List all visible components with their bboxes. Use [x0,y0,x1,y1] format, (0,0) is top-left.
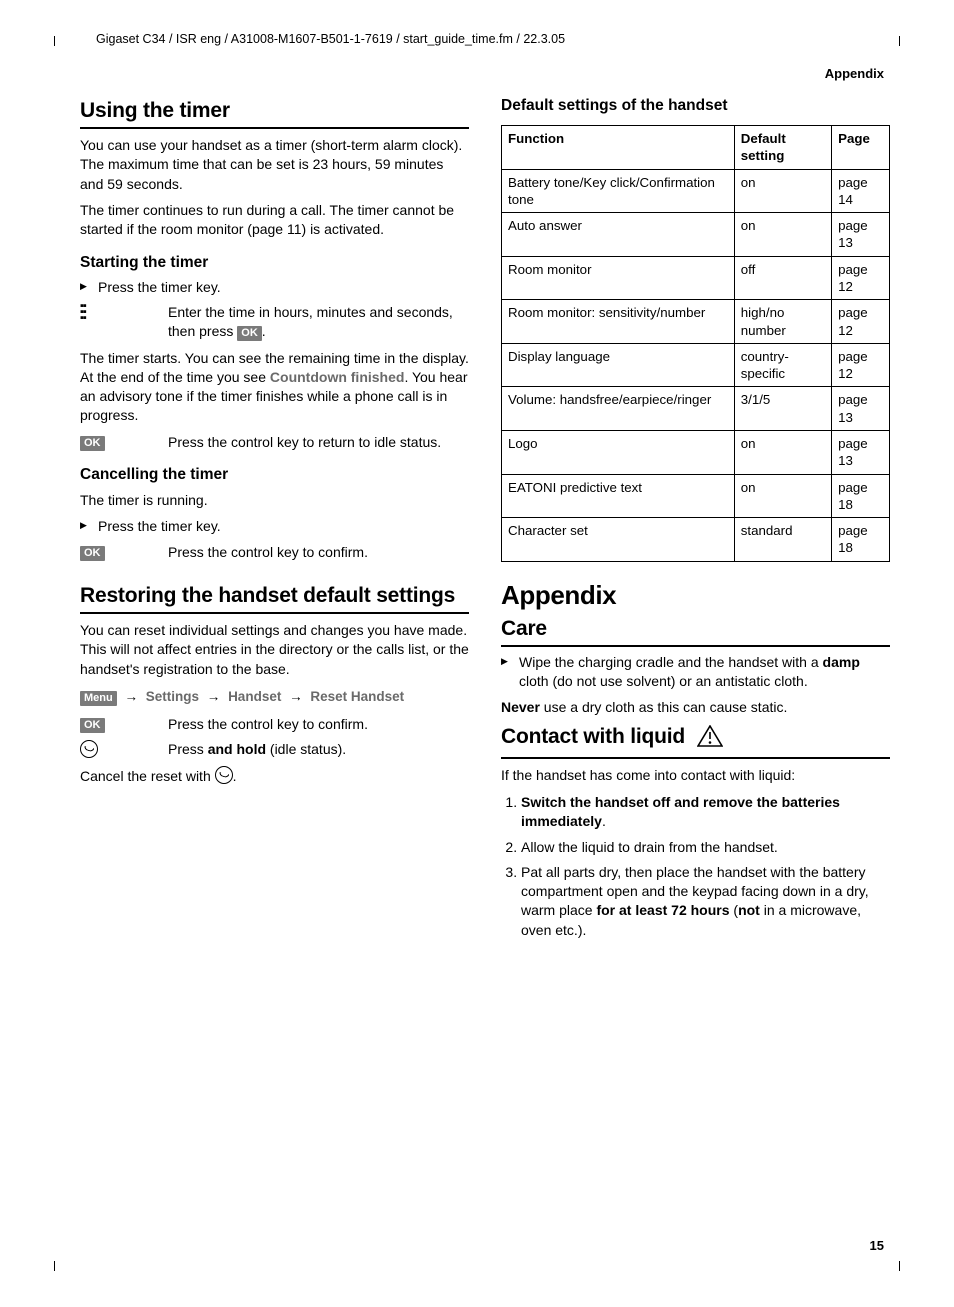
list-item: Press the timer key. [80,517,469,536]
table-header: Function [502,126,735,170]
header-path: Gigaset C34 / ISR eng / A31008-M1607-B50… [96,32,890,46]
para-timer-call: The timer continues to run during a call… [80,201,469,240]
table-cell: Room monitor: sensitivity/number [502,300,735,344]
table-header: Default setting [734,126,831,170]
running-header: Appendix [80,66,884,81]
instruction-text: Press the control key to return to idle … [168,433,469,452]
list-item: Pat all parts dry, then place the handse… [521,863,890,940]
table-row: EATONI predictive textonpage 18 [502,474,890,518]
table-row: Auto answeronpage 13 [502,213,890,257]
table-row: Room monitor: sensitivity/numberhigh/no … [502,300,890,344]
warning-icon [697,725,723,753]
table-cell: high/no number [734,300,831,344]
list-start-timer: Press the timer key. [80,278,469,297]
table-cell: page 18 [832,518,890,562]
table-cell: Volume: handsfree/earpiece/ringer [502,387,735,431]
table-cell: on [734,474,831,518]
defaults-table: Function Default setting Page Battery to… [501,125,890,562]
table-cell: page 18 [832,474,890,518]
heading-default-settings: Default settings of the handset [501,97,890,115]
table-row: Logoonpage 13 [502,430,890,474]
table-row: Display languagecountry-specificpage 12 [502,343,890,387]
table-cell: 3/1/5 [734,387,831,431]
instruction-row-enter-time: ▪▪▪▪▪▪ Enter the time in hours, minutes … [80,303,469,342]
ok-softkey: OK [237,326,262,341]
instruction-row-ok-confirm-reset: OK Press the control key to confirm. [80,715,469,734]
content-columns: Using the timer You can use your handset… [80,95,890,948]
menu-path: Menu → Settings → Handset → Reset Handse… [80,686,469,708]
heading-care: Care [501,617,890,647]
menu-softkey: Menu [80,691,117,706]
right-column: Default settings of the handset Function… [501,95,890,948]
para-never: Never use a dry cloth as this can cause … [501,698,890,717]
table-row: Character setstandardpage 18 [502,518,890,562]
instruction-text: Enter the time in hours, minutes and sec… [168,303,469,342]
table-header-row: Function Default setting Page [502,126,890,170]
table-header: Page [832,126,890,170]
heading-using-timer: Using the timer [80,99,469,129]
table-row: Battery tone/Key click/Confirmation tone… [502,169,890,213]
table-cell: Logo [502,430,735,474]
table-cell: country-specific [734,343,831,387]
table-row: Volume: handsfree/earpiece/ringer3/1/5pa… [502,387,890,431]
countdown-finished-label: Countdown finished [270,369,405,385]
table-cell: Auto answer [502,213,735,257]
table-cell: off [734,256,831,300]
ok-softkey-cell: OK [80,715,154,733]
table-cell: on [734,430,831,474]
page-number: 15 [870,1238,884,1253]
para-timer-intro: You can use your handset as a timer (sho… [80,136,469,194]
liquid-steps: Switch the handset off and remove the ba… [501,793,890,940]
para-running: The timer is running. [80,491,469,510]
table-cell: page 13 [832,430,890,474]
list-item: Switch the handset off and remove the ba… [521,793,890,832]
hangup-key-icon [215,766,233,784]
list-item: Press the timer key. [80,278,469,297]
heading-starting-timer: Starting the timer [80,254,469,272]
table-cell: page 13 [832,213,890,257]
instruction-text: Press and hold (idle status). [168,740,469,759]
table-cell: EATONI predictive text [502,474,735,518]
left-column: Using the timer You can use your handset… [80,95,469,948]
list-cancel-timer: Press the timer key. [80,517,469,536]
para-countdown: The timer starts. You can see the remain… [80,349,469,426]
para-restore: You can reset individual settings and ch… [80,621,469,679]
list-care: Wipe the charging cradle and the handset… [501,653,890,692]
table-cell: Battery tone/Key click/Confirmation tone [502,169,735,213]
table-cell: page 14 [832,169,890,213]
keypad-icon: ▪▪▪▪▪▪ [80,303,154,322]
table-row: Room monitoroffpage 12 [502,256,890,300]
list-item: Allow the liquid to drain from the hands… [521,838,890,857]
table-cell: Character set [502,518,735,562]
instruction-text: Press the control key to confirm. [168,715,469,734]
instruction-row-ok-return: OK Press the control key to return to id… [80,433,469,452]
page-container: Gigaset C34 / ISR eng / A31008-M1607-B50… [0,0,954,1307]
para-cancel-reset: Cancel the reset with . [80,766,469,786]
table-cell: page 13 [832,387,890,431]
table-cell: Display language [502,343,735,387]
crop-mark [899,1261,900,1271]
table-cell: on [734,169,831,213]
heading-restore-defaults: Restoring the handset default settings [80,584,469,614]
hangup-key-icon [80,740,154,758]
table-cell: standard [734,518,831,562]
heading-contact-liquid: Contact with liquid [501,725,890,759]
ok-softkey-cell: OK [80,433,154,451]
table-cell: page 12 [832,256,890,300]
crop-mark [899,36,900,46]
crop-mark [54,1261,55,1271]
ok-softkey-cell: OK [80,543,154,561]
heading-appendix: Appendix [501,580,890,611]
crop-mark [54,36,55,46]
instruction-row-ok-confirm: OK Press the control key to confirm. [80,543,469,562]
table-cell: page 12 [832,343,890,387]
table-cell: Room monitor [502,256,735,300]
table-cell: on [734,213,831,257]
heading-cancel-timer: Cancelling the timer [80,466,469,484]
instruction-row-press-hold: Press and hold (idle status). [80,740,469,759]
list-item: Wipe the charging cradle and the handset… [501,653,890,692]
instruction-text: Press the control key to confirm. [168,543,469,562]
table-cell: page 12 [832,300,890,344]
para-liquid-intro: If the handset has come into contact wit… [501,766,890,785]
